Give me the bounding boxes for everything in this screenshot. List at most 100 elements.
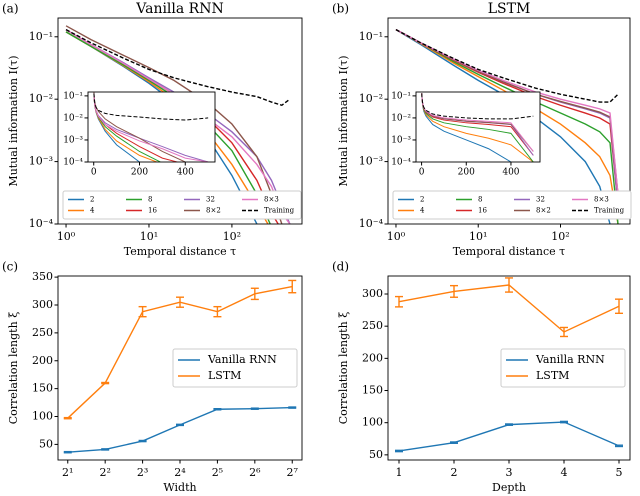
panel-label: (b) <box>332 2 349 16</box>
legend-label: 8×2 <box>206 207 221 215</box>
legend-label: 2 <box>90 196 94 204</box>
y-tick-label: 10⁻³ <box>391 135 411 145</box>
plot-frame <box>57 275 303 461</box>
y-tick-label: 10⁻² <box>359 92 383 105</box>
y-tick-label: 10⁻² <box>29 92 53 105</box>
series-line <box>395 29 619 103</box>
y-tick-label: 100 <box>362 416 383 429</box>
legend-label: LSTM <box>208 369 241 382</box>
y-tick-label: 300 <box>362 287 383 300</box>
legend-label: LSTM <box>536 369 569 382</box>
x-axis-label: Temporal distance τ <box>453 245 565 258</box>
plot-frame <box>387 17 631 225</box>
series-line <box>421 93 534 120</box>
x-tick-label: 10² <box>223 230 241 243</box>
x-tick-label: 2⁶ <box>249 466 261 479</box>
x-tick-label: 10⁰ <box>387 230 406 243</box>
y-tick-label: 150 <box>32 382 53 395</box>
legend-box <box>500 348 626 388</box>
x-tick-label: 10² <box>551 230 569 243</box>
y-tick-label: 10⁻² <box>63 113 83 123</box>
y-tick-label: 10⁻¹ <box>29 30 53 43</box>
legend-label: 8 <box>478 196 482 204</box>
y-tick-label: 10⁻⁴ <box>391 158 411 168</box>
legend-label: 16 <box>478 207 487 215</box>
x-tick-label: 400 <box>502 168 519 178</box>
x-tick-label: 2⁵ <box>212 466 223 479</box>
x-tick-label: 2 <box>451 466 458 479</box>
legend-box <box>62 190 302 220</box>
legend-label: Vanilla RNN <box>207 353 277 366</box>
x-tick-label: 5 <box>616 466 623 479</box>
y-tick-label: 50 <box>39 437 53 450</box>
y-tick-label: 10⁻³ <box>359 155 383 168</box>
x-tick-label: 200 <box>131 168 148 178</box>
y-tick-label: 10⁻³ <box>29 155 53 168</box>
y-tick-label: 150 <box>362 384 383 397</box>
legend-label: 8×3 <box>264 196 279 204</box>
legend-label: 2 <box>420 196 424 204</box>
y-tick-label: 10⁻⁴ <box>359 217 384 230</box>
x-axis-label: Temporal distance τ <box>124 245 236 258</box>
x-tick-label: 400 <box>177 168 194 178</box>
legend-label: 16 <box>148 207 157 215</box>
plot-area <box>416 92 540 162</box>
y-tick-label: 250 <box>32 326 53 339</box>
plot-frame <box>87 91 216 163</box>
y-tick-label: 300 <box>32 298 53 311</box>
x-tick-label: 10¹ <box>140 230 158 243</box>
panel-label: (a) <box>2 2 19 16</box>
panel-title: LSTM <box>488 1 531 17</box>
x-tick-label: 0 <box>91 168 97 178</box>
x-tick-label: 10⁰ <box>57 230 76 243</box>
x-tick-label: 2² <box>99 466 110 479</box>
series-line <box>93 93 209 121</box>
y-tick-label: 250 <box>362 319 383 332</box>
legend-label: 4 <box>420 207 425 215</box>
y-tick-label: 200 <box>32 354 53 367</box>
x-axis-label: Width <box>163 481 196 494</box>
y-tick-label: 100 <box>32 410 53 423</box>
legend-label: 8×2 <box>536 207 551 215</box>
plot-frame <box>57 17 303 225</box>
x-tick-label: 2⁴ <box>174 466 186 479</box>
y-tick-label: 10⁻¹ <box>63 91 83 101</box>
panel-title: Vanilla RNN <box>135 1 223 17</box>
x-tick-label: 2³ <box>137 466 148 479</box>
panel-label: (d) <box>332 260 349 274</box>
y-tick-label: 10⁻¹ <box>359 30 383 43</box>
y-tick-label: 200 <box>362 351 383 364</box>
y-tick-label: 10⁻¹ <box>391 91 411 101</box>
plot-frame <box>415 91 541 163</box>
y-tick-label: 10⁻³ <box>63 135 83 145</box>
legend-label: 32 <box>206 196 215 204</box>
x-tick-label: 3 <box>506 466 513 479</box>
y-tick-label: 10⁻² <box>391 113 411 123</box>
legend-box <box>172 348 298 388</box>
x-tick-label: 1 <box>396 466 403 479</box>
panel-label: (c) <box>2 260 18 274</box>
series-line <box>65 29 291 107</box>
legend-label: Training <box>594 207 625 215</box>
y-axis-label: Correlation length ξ <box>7 312 20 425</box>
x-tick-label: 2⁷ <box>287 466 299 479</box>
x-tick-label: 4 <box>561 466 568 479</box>
x-axis-label: Depth <box>492 481 526 494</box>
legend-label: 8×3 <box>594 196 609 204</box>
y-tick-label: 10⁻⁴ <box>63 158 83 168</box>
y-axis-label: Correlation length ξ <box>337 312 350 425</box>
plot-area <box>88 92 215 162</box>
legend-label: Training <box>264 207 295 215</box>
legend-label: Vanilla RNN <box>535 353 605 366</box>
x-tick-label: 2¹ <box>62 466 73 479</box>
plot-frame <box>387 275 631 461</box>
y-axis-label: Mutual information I(τ) <box>337 55 350 186</box>
legend-label: 8 <box>148 196 152 204</box>
y-tick-label: 10⁻⁴ <box>29 217 54 230</box>
x-tick-label: 0 <box>419 168 425 178</box>
legend-box <box>392 190 632 220</box>
x-tick-label: 200 <box>458 168 475 178</box>
y-tick-label: 50 <box>369 448 383 461</box>
legend-label: 32 <box>536 196 545 204</box>
